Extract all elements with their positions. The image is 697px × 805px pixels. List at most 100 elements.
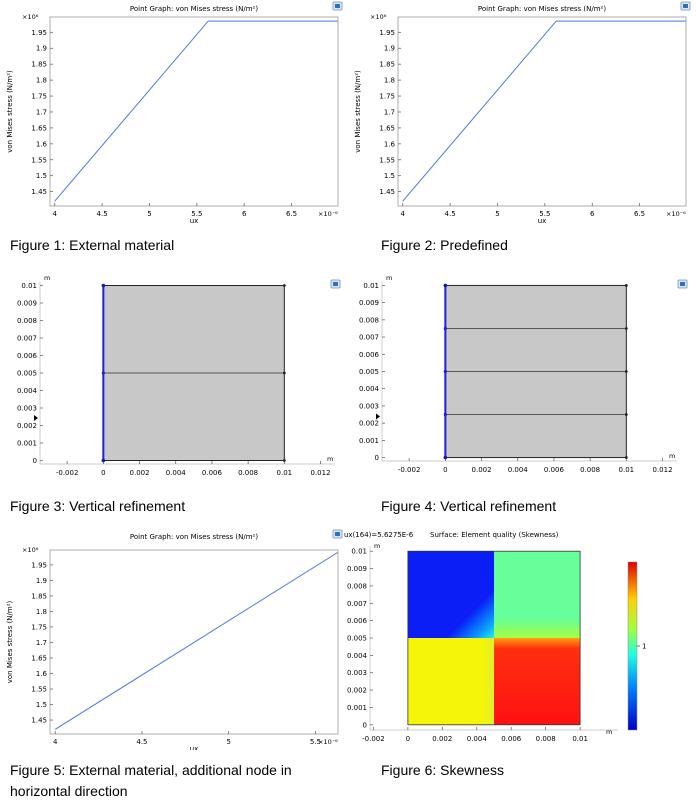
y-tick-label: 0.004: [347, 652, 368, 660]
y-tick-label: 1.9: [36, 577, 47, 585]
x-tick-label: 0.008: [536, 735, 556, 743]
x-unit-label: m: [669, 452, 675, 460]
x-multiplier: ×10⁻⁶: [318, 210, 338, 218]
y-tick-label: 0.008: [347, 582, 367, 590]
x-tick-label: 5.5: [310, 738, 321, 746]
x-tick-label: 0.002: [130, 469, 150, 477]
y-tick-label: 1.85: [31, 592, 47, 600]
x-tick-label: 0.01: [572, 735, 588, 743]
stress-series-line: [402, 20, 686, 202]
zoom-extents-icon-inner: [333, 282, 338, 286]
mesh-vertex: [443, 455, 448, 460]
y-tick-label: 1.5: [36, 172, 47, 180]
y-tick-label: 1.9: [384, 45, 395, 53]
x-unit-label: m: [606, 728, 612, 736]
y-tick-label: 0.001: [347, 704, 367, 712]
y-tick-label: 1.85: [379, 61, 395, 69]
y-tick-label: 1.75: [31, 93, 47, 101]
x-multiplier: ×10⁻⁶: [666, 210, 686, 218]
figure-3-mesh: -0.002 0 0.002 0.004 0.006 0.008 0.01 0.012 0 0.0…: [0, 268, 345, 483]
y-tick-label: 1.65: [31, 124, 47, 132]
y-tick-label: 1.5: [384, 172, 395, 180]
x-tick-label: 0.008: [580, 466, 600, 474]
stress-series-line: [54, 552, 338, 730]
figure-5-chart: Point Graph: von Mises stress (N/m²) 4 4.5…: [0, 528, 345, 750]
y-tick-label: 1.8: [36, 608, 47, 616]
x-tick-label: 6.5: [286, 210, 297, 218]
y-tick-label: 1.9: [36, 45, 47, 53]
skewness-region-top-right: [494, 551, 581, 638]
figure-1-chart: Point Graph: von Mises stress (N/m²) 4 4.5…: [0, 0, 345, 228]
y-tick-label: 1.45: [379, 188, 395, 196]
x-tick-label: 6.5: [634, 210, 645, 218]
y-tick-label: 0.005: [17, 370, 37, 378]
y-tick-label: 0.01: [351, 548, 367, 556]
x-tick-label: 0.002: [432, 735, 452, 743]
mesh-vertex: [624, 327, 628, 330]
y-tick-label: 0.003: [17, 405, 37, 413]
x-tick-label: 6: [590, 210, 595, 218]
y-tick-label: 1.5: [36, 701, 47, 709]
figure-3-caption: Figure 3: Vertical refinement: [10, 498, 186, 514]
y-tick-label: 0.009: [347, 565, 367, 573]
y-tick-label: 1.7: [384, 108, 395, 116]
figure-2-chart: Point Graph: von Mises stress (N/m²) 4 4.5…: [348, 0, 693, 228]
x-tick-label: 0.002: [472, 466, 492, 474]
x-tick-label: 0: [443, 466, 447, 474]
y-tick-label: 0.007: [347, 600, 367, 608]
y-tick-label: 0.002: [347, 687, 367, 695]
x-tick-label: 4: [53, 210, 58, 218]
plot-frame: [49, 16, 339, 207]
y-tick-label: 1.75: [379, 93, 395, 101]
y-tick-label: 1.55: [31, 156, 47, 164]
y-tick-label: 0.006: [359, 351, 380, 359]
x-tick-label: 5: [226, 738, 230, 746]
y-tick-label: 0.007: [17, 335, 37, 343]
y-tick-label: 1.95: [379, 29, 395, 37]
mesh-vertex: [282, 371, 286, 375]
y-tick-label: 0.003: [359, 402, 379, 410]
x-tick-label: 4: [401, 210, 406, 218]
y-tick-label: 0.009: [359, 299, 379, 307]
skewness-region-bottom-right: [494, 638, 581, 725]
x-axis-label: ux: [190, 217, 199, 225]
figure-5-caption-line-2: horizontal direction: [10, 783, 128, 799]
y-tick-label: 0.004: [17, 387, 38, 395]
x-tick-label: 0.01: [619, 466, 635, 474]
mesh-vertex: [624, 456, 628, 459]
zoom-extents-icon-inner: [683, 4, 688, 8]
x-tick-label: 5.5: [191, 210, 202, 218]
y-tick-label: 0.004: [359, 385, 380, 393]
skewness-plot: ux(164)=5.6275E-6 Surface: Element qualit…: [344, 531, 646, 743]
x-tick-label: 0.004: [467, 735, 488, 743]
y-unit-label: m: [374, 542, 380, 550]
x-tick-label: 0.012: [310, 469, 330, 477]
x-tick-label: 0.01: [277, 469, 293, 477]
von-mises-chart-1: Point Graph: von Mises stress (N/m²) 4 4.5…: [6, 1, 343, 225]
y-tick-label: 1.7: [36, 639, 47, 647]
mesh-vertex: [282, 459, 286, 462]
y-tick-label: 1.8: [36, 77, 47, 85]
mesh-vertex: [101, 458, 106, 463]
x-tick-label: 4.5: [136, 738, 147, 746]
zoom-extents-icon-inner: [680, 282, 685, 286]
figure-4-mesh: -0.002 0 0.002 0.004 0.006 0.008 0.01 0.012 0 0.0…: [342, 268, 692, 483]
x-tick-label: 0.006: [202, 469, 223, 477]
x-tick-label: 0.008: [238, 469, 258, 477]
x-axis-label: ux: [538, 217, 547, 225]
y-tick-label: 0.006: [347, 617, 368, 625]
chart-title: Point Graph: von Mises stress (N/m²): [130, 5, 258, 13]
colorbar: [627, 561, 638, 731]
figure-5-caption-line-1: Figure 5: External material, additional …: [10, 762, 292, 778]
figure-6-caption: Figure 6: Skewness: [381, 762, 504, 778]
y-multiplier: ×10⁶: [22, 546, 39, 554]
y-tick-label: 0.001: [17, 440, 37, 448]
mesh-vertex: [624, 413, 628, 416]
y-tick-label: 1.65: [379, 124, 395, 132]
y-multiplier: ×10⁶: [370, 13, 387, 21]
y-tick-label: 1.8: [384, 77, 395, 85]
y-axis-label: von Mises stress (N/m²): [6, 70, 14, 153]
figure-4-caption: Figure 4: Vertical refinement: [381, 498, 557, 514]
mesh-diagram-2: -0.002 0 0.002 0.004 0.006 0.008 0.01 0.012 0 0.0…: [359, 274, 688, 474]
mesh-diagram-1: -0.002 0 0.002 0.004 0.006 0.008 0.01 0.012 0 0.0…: [17, 274, 341, 477]
